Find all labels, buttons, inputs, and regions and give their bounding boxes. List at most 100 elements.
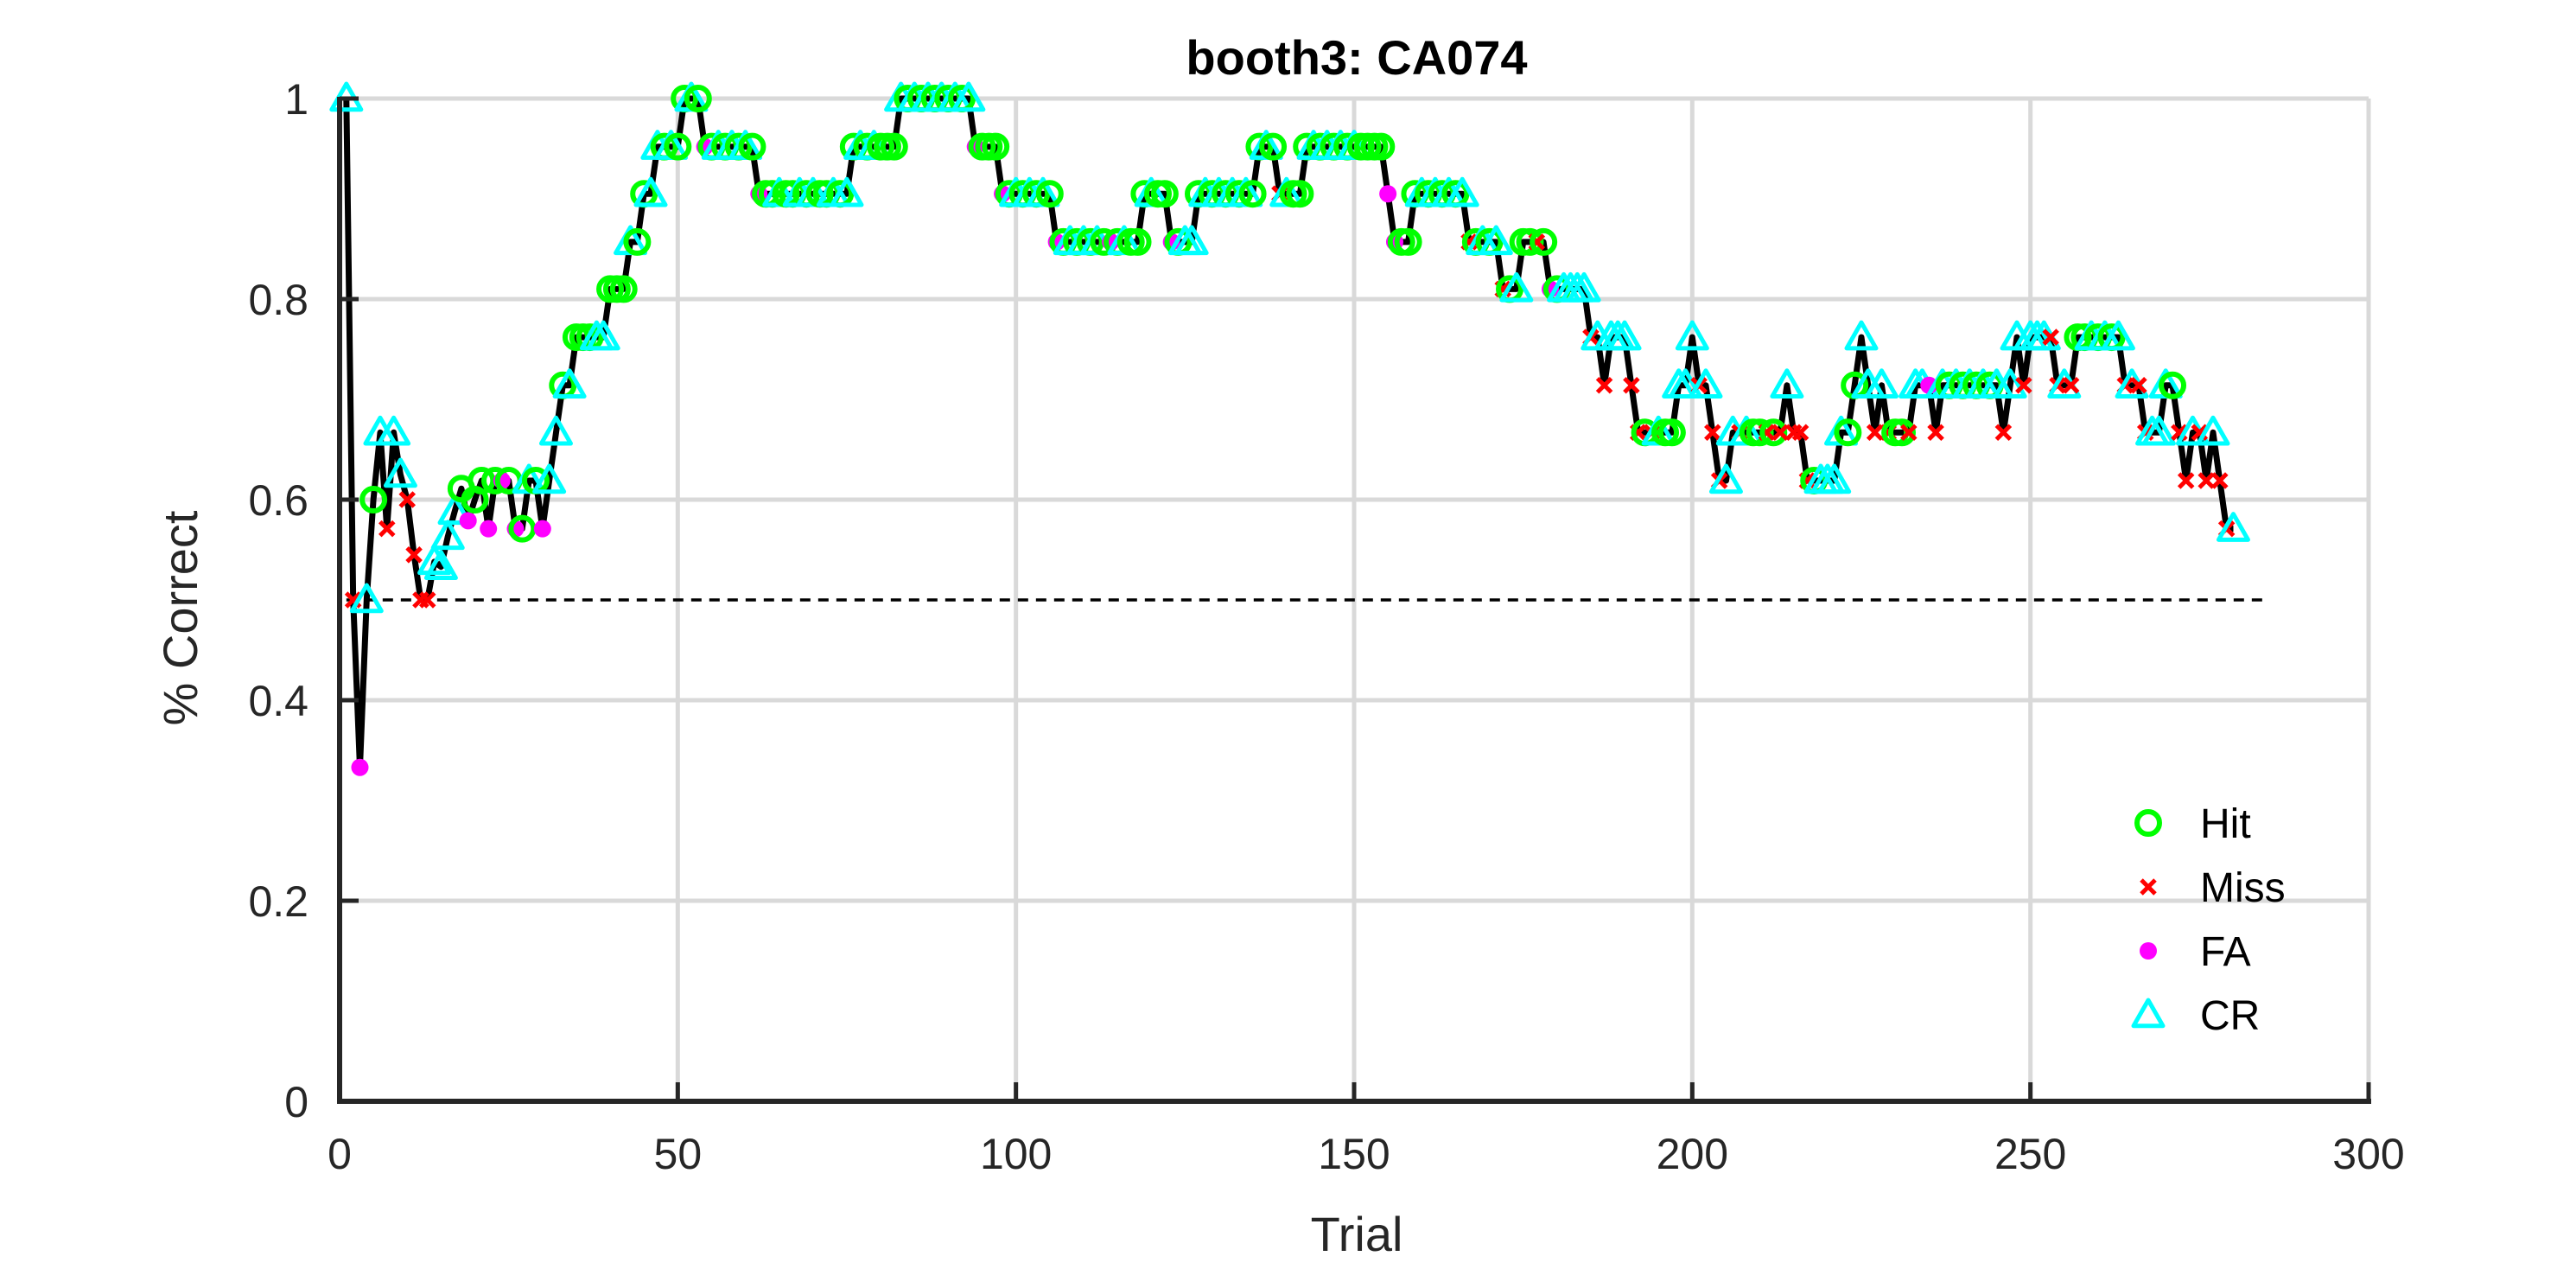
marker-cr-199: [1675, 320, 1709, 351]
marker-hit-117: [1123, 227, 1152, 256]
marker-cr-38: [586, 320, 620, 351]
marker-hit-175: [1516, 227, 1544, 256]
marker-hit-43: [623, 227, 652, 256]
marker-cr-16: [437, 494, 472, 526]
marker-hit-26: [508, 514, 537, 543]
marker-cr-189: [1607, 320, 1642, 351]
axis-layer: 0 50 100 150 200 250 300 0 0.2 0.4 0.6 0.8 1: [248, 75, 2404, 1178]
marker-cr-31: [538, 415, 573, 446]
marker-hit-96: [982, 132, 1010, 161]
marker-cr-45: [633, 176, 668, 207]
marker-miss-215: [1791, 424, 1810, 442]
marker-hit-41: [609, 275, 638, 303]
marker-miss-186-stroke-b: [1595, 376, 1613, 394]
marker-miss-275-stroke-b: [2198, 472, 2215, 489]
marker-miss-265: [2130, 376, 2147, 394]
marker-miss-265-stroke-b: [2130, 376, 2147, 394]
y-axis-label: % Correct: [153, 510, 207, 725]
marker-miss-12-stroke-b: [418, 591, 436, 609]
x-tick-label-2: 100: [980, 1130, 1052, 1178]
marker-hit-222: [1834, 418, 1862, 447]
marker-miss-202-stroke-b: [1704, 424, 1721, 442]
marker-cr-220: [1817, 463, 1852, 494]
legend-marker-miss-stroke-b: [2140, 878, 2157, 896]
marker-miss-252-stroke-b: [2042, 328, 2059, 346]
marker-hit-20: [467, 466, 496, 494]
legend: Hit Miss FA CR: [2131, 801, 2286, 1039]
marker-cr-279: [2216, 512, 2250, 542]
x-tick-label-1: 50: [654, 1130, 703, 1178]
marker-cr-183: [1567, 271, 1601, 303]
legend-marker-cr: [2131, 998, 2166, 1029]
marker-miss-245-stroke-b: [1994, 424, 2013, 442]
marker-miss-215-stroke-b: [1791, 424, 1810, 442]
marker-miss-277: [2211, 472, 2229, 489]
marker-miss-248: [2015, 376, 2032, 394]
x-tick-label-5: 250: [1994, 1130, 2066, 1178]
marker-miss-252: [2042, 328, 2059, 346]
y-tick-label-5: 1: [284, 75, 308, 124]
x-tick-label-6: 300: [2332, 1130, 2404, 1178]
marker-miss-6: [378, 520, 396, 538]
marker-hit-153: [1367, 132, 1396, 161]
marker-cr-173: [1499, 271, 1534, 303]
marker-cr-204: [1708, 463, 1743, 494]
x-tick-label-4: 200: [1657, 1130, 1728, 1178]
marker-miss-9-stroke-b: [398, 491, 417, 508]
marker-miss-275: [2198, 472, 2215, 489]
legend-label-cr: CR: [2200, 993, 2260, 1039]
marker-miss-202: [1704, 424, 1721, 442]
marker-fa-18: [459, 512, 477, 530]
marker-cr-3: [349, 583, 384, 614]
marker-miss-272-stroke-b: [2177, 472, 2195, 489]
marker-hit-211: [1759, 418, 1788, 447]
chart-title: booth3: CA074: [1186, 30, 1527, 85]
marker-hit-157: [1394, 227, 1422, 256]
marker-hit-60: [738, 132, 766, 161]
marker-hit-121: [1150, 180, 1179, 208]
marker-cr-92: [951, 81, 986, 112]
y-tick-label-2: 0.4: [248, 677, 308, 725]
marker-miss-274-stroke-b: [2191, 424, 2209, 442]
x-tick-label-3: 150: [1318, 1130, 1390, 1178]
legend-label-fa: FA: [2200, 929, 2251, 975]
marker-hit-4: [359, 486, 388, 513]
marker-miss-235-stroke-b: [1927, 424, 1944, 442]
marker-miss-271-stroke-b: [2171, 424, 2188, 442]
marker-miss-235: [1927, 424, 1944, 442]
marker-cr-15: [430, 520, 465, 551]
marker-miss-212-stroke-b: [1771, 424, 1789, 442]
marker-hit-81: [880, 132, 908, 161]
marker-miss-255: [2062, 376, 2080, 394]
marker-cr-262: [2101, 320, 2135, 351]
marker-cr-30: [532, 463, 567, 494]
marker-cr-213: [1770, 368, 1804, 399]
marker-cr-8: [383, 457, 417, 488]
marker-miss-10-stroke-b: [405, 546, 423, 564]
marker-hit-49: [664, 132, 692, 161]
marker-cr-201: [1689, 368, 1723, 399]
marker-miss-226: [1866, 424, 1884, 442]
marker-miss-277-stroke-b: [2211, 472, 2229, 489]
marker-miss-226-stroke-b: [1866, 424, 1884, 442]
marker-hit-270: [2159, 371, 2187, 399]
marker-hit-137: [1259, 132, 1288, 161]
x-axis-label: Trial: [1311, 1207, 1403, 1261]
x-tick-label-0: 0: [328, 1130, 352, 1178]
marker-layer: [329, 81, 2250, 776]
marker-cr-165: [1445, 176, 1479, 207]
marker-miss-245: [1994, 424, 2013, 442]
marker-hit-230: [1887, 418, 1916, 447]
marker-miss-255-stroke-b: [2062, 376, 2080, 394]
y-tick-label-3: 0.6: [248, 476, 308, 525]
marker-cr-246: [1993, 368, 2027, 399]
marker-miss-190: [1623, 376, 1640, 394]
y-tick-label-4: 0.8: [248, 276, 308, 324]
marker-hit-52: [684, 85, 712, 112]
marker-cr-224: [1844, 320, 1879, 351]
legend-label-hit: Hit: [2200, 801, 2251, 847]
marker-miss-231: [1900, 424, 1918, 442]
legend-marker-miss: [2140, 878, 2157, 896]
